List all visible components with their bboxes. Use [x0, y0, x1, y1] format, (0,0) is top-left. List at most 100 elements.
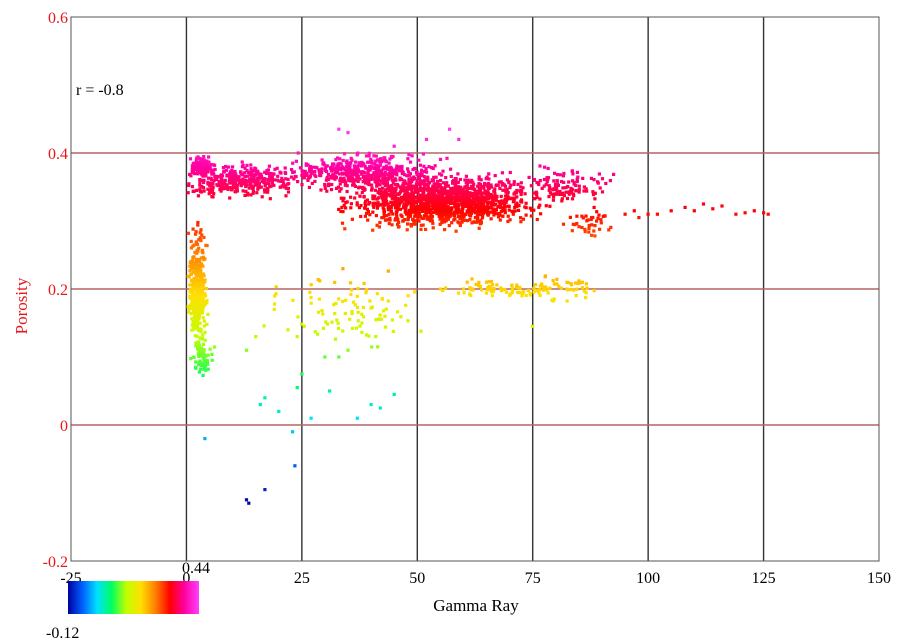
data-point [202, 155, 206, 159]
data-point [344, 298, 348, 302]
data-point [513, 190, 517, 194]
data-point [433, 164, 437, 168]
data-point [390, 196, 394, 200]
data-point [246, 174, 250, 178]
data-point [532, 208, 536, 212]
data-point [376, 180, 380, 184]
data-point [339, 196, 343, 200]
data-point [419, 223, 423, 227]
data-point [409, 205, 413, 209]
data-point [189, 246, 193, 250]
data-point [383, 218, 388, 222]
data-point [204, 165, 208, 169]
data-point [198, 236, 202, 240]
data-point [377, 175, 381, 179]
data-point [228, 196, 232, 200]
data-point [564, 190, 568, 194]
data-point [472, 182, 476, 186]
data-point [489, 217, 493, 221]
data-point [405, 189, 409, 193]
data-point [225, 184, 229, 188]
data-point [498, 218, 502, 222]
data-point [419, 329, 423, 333]
data-point [414, 195, 418, 199]
data-point [201, 373, 205, 377]
data-point [486, 197, 491, 201]
data-point [191, 283, 195, 287]
data-point [429, 208, 433, 212]
data-point [196, 317, 200, 321]
data-point [364, 166, 368, 170]
data-point [453, 217, 457, 221]
data-point [456, 291, 461, 295]
data-point [198, 283, 203, 287]
data-point [473, 197, 478, 201]
data-point [519, 220, 523, 224]
data-point [417, 158, 421, 162]
data-point [441, 217, 445, 221]
data-point [512, 182, 516, 186]
x-tick-label: 125 [752, 570, 776, 587]
data-point [390, 193, 394, 197]
data-point [382, 156, 386, 160]
data-point [571, 192, 575, 196]
data-point [233, 174, 237, 178]
data-point [200, 159, 205, 163]
data-point [194, 265, 199, 270]
data-point [584, 214, 588, 218]
data-point [426, 194, 430, 198]
correlation-annotation: r = -0.8 [76, 82, 124, 99]
data-point [254, 335, 258, 339]
data-point [191, 227, 195, 231]
data-point [381, 186, 385, 190]
x-tick-label: 0 [182, 570, 190, 587]
data-point [383, 202, 387, 206]
data-point [200, 337, 204, 341]
data-point [438, 197, 442, 201]
data-point [534, 192, 539, 196]
data-point [220, 174, 225, 178]
data-point [415, 170, 419, 174]
data-point [452, 186, 456, 190]
data-point [350, 176, 354, 180]
data-point [194, 344, 198, 348]
data-point [503, 205, 507, 209]
data-point [406, 222, 410, 226]
data-point [486, 206, 490, 210]
data-point [386, 269, 390, 273]
data-point [456, 202, 460, 206]
data-point [307, 185, 311, 189]
data-point [231, 181, 235, 185]
data-point [406, 167, 410, 171]
data-point [469, 206, 473, 211]
data-point [475, 189, 480, 193]
data-point [491, 207, 495, 211]
data-point [375, 223, 379, 227]
data-point [400, 164, 404, 169]
data-point [367, 334, 371, 338]
data-point [387, 166, 391, 170]
data-point [188, 303, 192, 307]
data-point [205, 301, 209, 305]
data-point [386, 167, 390, 171]
data-point [344, 160, 349, 164]
data-point [204, 287, 208, 291]
data-point [310, 181, 314, 185]
data-point [491, 202, 495, 206]
data-point [430, 219, 434, 223]
data-point [234, 172, 238, 176]
data-point [522, 290, 526, 294]
data-point [609, 225, 613, 229]
data-point [561, 222, 566, 226]
data-point [551, 198, 555, 202]
data-point [349, 174, 353, 178]
data-point [382, 211, 386, 216]
data-point [484, 291, 489, 295]
data-point [206, 312, 210, 316]
data-point [272, 178, 276, 182]
data-point [272, 307, 276, 311]
data-point [428, 199, 432, 203]
data-point [300, 183, 304, 187]
data-point [419, 200, 423, 204]
